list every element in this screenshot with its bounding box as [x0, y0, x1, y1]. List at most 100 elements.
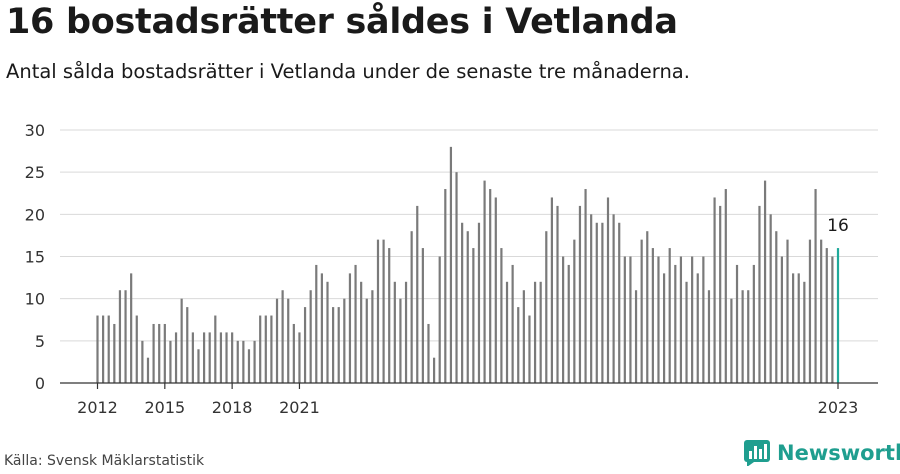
bar [118, 290, 122, 383]
bar [438, 256, 441, 383]
bar [197, 349, 200, 383]
bar [320, 273, 323, 383]
bar [528, 315, 531, 383]
bar [562, 256, 565, 383]
bar [449, 146, 453, 383]
chart-subtitle: Antal sålda bostadsrätter i Vetlanda und… [6, 60, 690, 83]
bar [242, 340, 245, 383]
bar [410, 231, 413, 383]
bar [623, 256, 626, 383]
bar [107, 315, 110, 383]
x-tick-label: 2012 [77, 398, 118, 417]
bar [741, 290, 744, 383]
bar [348, 273, 352, 383]
bar [730, 298, 733, 383]
bar [376, 239, 380, 383]
bar [831, 256, 834, 383]
bar [360, 281, 363, 383]
bar [651, 248, 654, 383]
bar [461, 222, 464, 383]
bar [393, 281, 396, 383]
y-tick-label: 10 [25, 290, 45, 309]
bar [606, 197, 610, 383]
bar [292, 323, 295, 383]
bar [382, 239, 385, 383]
chart-title: 16 bostadsrätter såldes i Vetlanda [6, 2, 678, 42]
bar [691, 256, 694, 383]
bar [315, 264, 318, 383]
bar [752, 264, 755, 383]
bar [298, 332, 301, 383]
bar [146, 357, 150, 383]
newsworthy-logo-icon [744, 440, 770, 466]
bar [769, 214, 772, 383]
y-tick-label: 20 [25, 205, 45, 224]
bar [191, 332, 194, 383]
bar [130, 273, 133, 383]
bar [814, 189, 817, 383]
bar [253, 340, 256, 383]
bar [427, 323, 430, 383]
bar [634, 290, 638, 383]
bar [337, 307, 340, 383]
bar [416, 205, 419, 383]
data-label-last: 16 [827, 216, 849, 236]
bar [432, 357, 436, 383]
bar [662, 273, 666, 383]
bar [505, 281, 509, 383]
bar [343, 298, 346, 383]
bar [707, 290, 711, 383]
bar [444, 189, 447, 383]
x-tick-label: 2023 [818, 398, 859, 417]
bar [225, 332, 228, 383]
bar [186, 307, 189, 383]
bar [724, 189, 727, 383]
bar [567, 264, 570, 383]
bar [578, 205, 582, 383]
bar [758, 205, 761, 383]
bar [388, 248, 391, 383]
bar [657, 256, 660, 383]
bar [618, 222, 621, 383]
source-note: Källa: Svensk Mäklarstatistik [4, 453, 205, 469]
bar [270, 315, 273, 383]
bar [780, 256, 783, 383]
bar [511, 264, 514, 383]
bar [152, 323, 155, 383]
bar [668, 248, 671, 383]
bar [174, 332, 178, 383]
bar [786, 239, 789, 383]
brand-logo: Newsworthy [744, 440, 900, 466]
bar [763, 180, 767, 383]
bar [326, 281, 329, 383]
y-tick-label: 30 [25, 121, 45, 140]
bar-highlight [836, 248, 840, 383]
bar [803, 281, 806, 383]
bar [354, 264, 357, 383]
bar [601, 222, 604, 383]
bar [702, 256, 705, 383]
bar [214, 315, 217, 383]
bar [472, 248, 475, 383]
bar [365, 298, 368, 383]
bar [371, 290, 374, 383]
bar [674, 264, 677, 383]
bar [180, 298, 183, 383]
bar [483, 180, 486, 383]
x-axis [60, 382, 878, 389]
x-tick-label: 2015 [144, 398, 185, 417]
bar [825, 248, 828, 383]
y-axis-tick-labels: 0 5 10 15 20 25 30 [25, 121, 45, 393]
bar [231, 332, 234, 383]
bar [275, 298, 279, 383]
bar [595, 222, 598, 383]
bar [113, 323, 116, 383]
bar [612, 214, 615, 383]
bar [477, 222, 481, 383]
bar [820, 239, 823, 383]
bar [747, 290, 750, 383]
brand-name: Newsworthy [777, 441, 900, 465]
bar [719, 205, 722, 383]
bar [141, 340, 144, 383]
